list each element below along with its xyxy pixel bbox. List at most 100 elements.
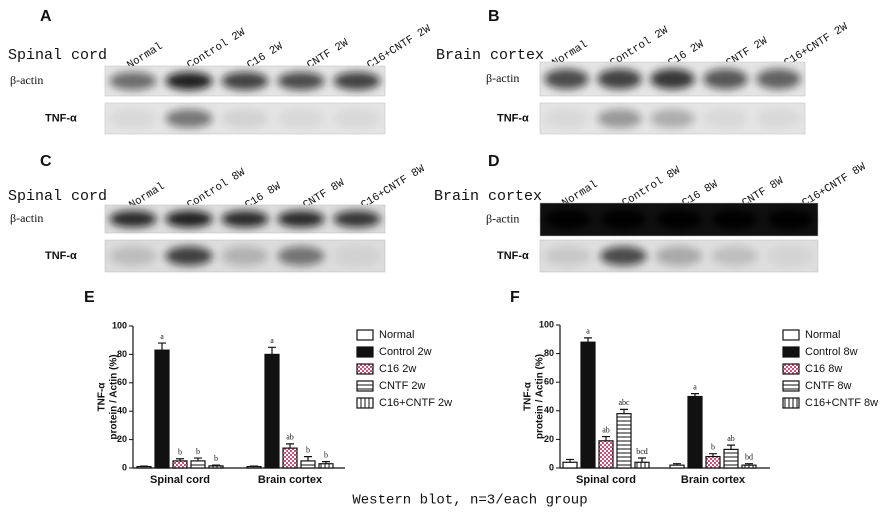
bar: [634, 461, 650, 469]
significance-label: b: [324, 450, 328, 459]
y-tick-label: 80: [544, 348, 554, 358]
legend-label: CNTF 2w: [379, 380, 426, 392]
y-tick-label: 20: [117, 434, 127, 444]
significance-label: b: [178, 448, 182, 457]
blot-frame: [539, 202, 819, 237]
row-label: β-actin: [486, 211, 519, 225]
lane-label: C16+CNTF 8W: [359, 163, 427, 212]
blot-band: [277, 72, 325, 90]
error-bar: [638, 457, 646, 463]
blot-band: [165, 246, 213, 266]
blot-band: [766, 246, 814, 266]
blot-band: [109, 246, 157, 266]
error-bar: [620, 408, 628, 414]
bar: [136, 465, 152, 469]
bar: [264, 353, 280, 469]
blot-band: [544, 68, 589, 90]
bar: [208, 465, 224, 469]
blot-frame: [104, 102, 386, 135]
bar: [616, 413, 632, 469]
legend-label: Normal: [805, 329, 840, 341]
blot-band: [333, 246, 381, 266]
blot-bands: [544, 246, 814, 266]
lane-label: C16+CNTF 2W: [365, 23, 433, 72]
y-tick-label: 60: [117, 377, 127, 387]
blot-band: [544, 109, 589, 128]
error-bar: [158, 342, 166, 351]
legend-swatch: [782, 329, 800, 341]
blot-band: [703, 68, 748, 90]
blot-band: [711, 246, 758, 266]
y-tick-label: 40: [117, 406, 127, 416]
y-tick-label: 100: [539, 319, 554, 329]
significance-label: ab: [727, 434, 735, 443]
row-label: TNF-α: [45, 250, 77, 262]
blot-frame: [539, 239, 819, 273]
bar: [282, 447, 298, 469]
bar: [562, 461, 578, 469]
bar: [705, 455, 721, 469]
significance-label: bd: [745, 453, 753, 462]
blot-band: [756, 109, 801, 128]
bar: [318, 463, 334, 469]
error-bar: [602, 435, 610, 441]
legend-swatch: [782, 346, 800, 358]
blot-band: [109, 210, 157, 228]
significance-label: b: [711, 443, 715, 452]
legend-label: Control 2w: [379, 346, 432, 358]
blot-band: [221, 246, 269, 266]
significance-label: a: [693, 382, 697, 391]
bar: [154, 349, 170, 469]
significance-label: ab: [602, 425, 610, 434]
panel-letter: F: [510, 289, 520, 306]
panel-letter: E: [84, 289, 95, 306]
blot-band: [711, 209, 758, 230]
blot-frame: [104, 204, 386, 234]
blot-band: [277, 109, 325, 128]
blot-band: [597, 109, 642, 128]
blot-band: [221, 72, 269, 90]
blot-bands: [109, 210, 381, 228]
bar: [598, 440, 614, 469]
bar: [669, 464, 685, 469]
blot-frame: [539, 102, 806, 135]
bar: [300, 460, 316, 469]
bar: [172, 460, 188, 469]
significance-label: abc: [618, 398, 630, 407]
significance-label: a: [270, 336, 274, 345]
blot-bands: [544, 109, 801, 128]
blot-band: [109, 109, 157, 128]
blot-band: [109, 72, 157, 90]
x-tick-label: Spinal cord: [150, 474, 210, 486]
x-tick-label: Spinal cord: [576, 474, 636, 486]
blot-bands: [109, 72, 381, 90]
caption: Western blot, n=3/each group: [352, 493, 587, 509]
blot-band: [650, 68, 695, 90]
blot-band: [544, 209, 592, 230]
blot-band: [600, 209, 647, 230]
panel-letter: B: [488, 8, 500, 25]
blot-band: [221, 109, 269, 128]
y-tick-label: 80: [117, 349, 127, 359]
blot-band: [703, 109, 748, 128]
blot-band: [165, 109, 213, 128]
bar: [723, 448, 739, 469]
error-bar: [727, 444, 735, 450]
blot-band: [597, 68, 642, 90]
tissue-label: Brain cortex: [436, 47, 544, 64]
y-tick-label: 40: [544, 405, 554, 415]
blot-bands: [109, 246, 381, 266]
y-tick-label: 0: [122, 462, 127, 472]
blot-frame: [104, 239, 386, 273]
error-bar: [268, 346, 276, 355]
row-label: β-actin: [10, 73, 43, 87]
bar: [741, 464, 757, 469]
row-label: TNF-α: [45, 112, 77, 124]
panel-letter: D: [488, 153, 500, 170]
tissue-label: Spinal cord: [8, 47, 107, 64]
blot-band: [544, 246, 592, 266]
x-tick-label: Brain cortex: [681, 474, 746, 486]
y-tick-label: 0: [549, 462, 554, 472]
x-tick-label: Brain cortex: [258, 474, 323, 486]
y-axis-label: protein / Actin (%): [109, 354, 120, 439]
